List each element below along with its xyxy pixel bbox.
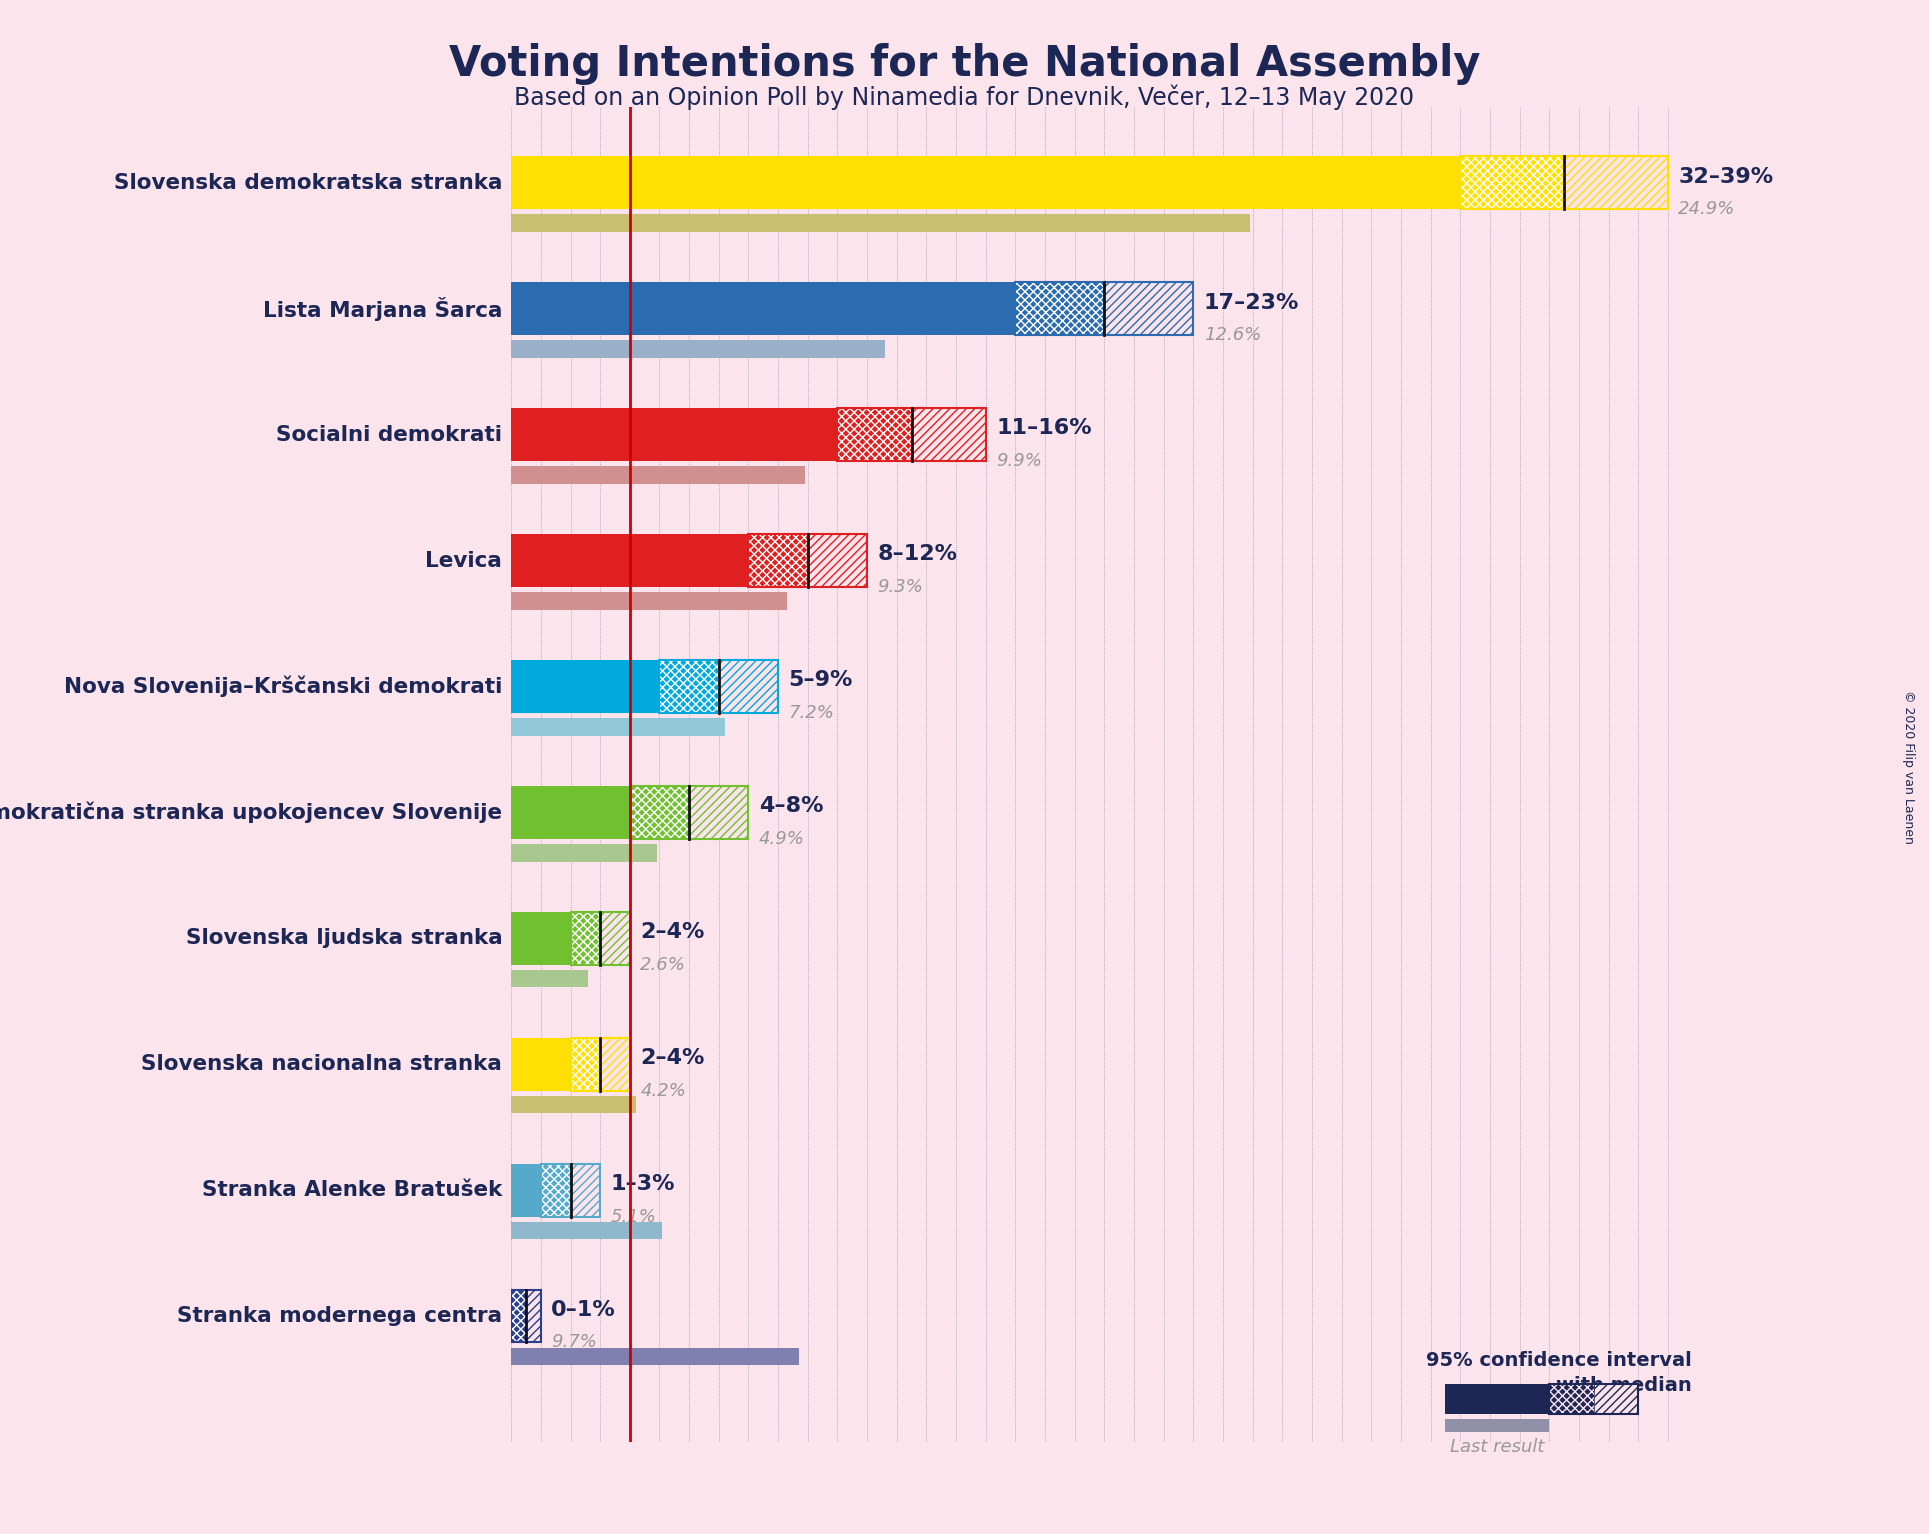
- Bar: [571, 911, 600, 965]
- Bar: [629, 785, 689, 839]
- Text: Levica: Levica: [426, 551, 502, 571]
- Text: © 2020 Filip van Laenen: © 2020 Filip van Laenen: [1902, 690, 1915, 844]
- Text: 12.6%: 12.6%: [1204, 327, 1262, 344]
- Text: Based on an Opinion Poll by Ninamedia for Dnevnik, Večer, 12–13 May 2020: Based on an Opinion Poll by Ninamedia fo…: [515, 84, 1414, 110]
- Text: Slovenska nacionalna stranka: Slovenska nacionalna stranka: [141, 1054, 502, 1074]
- Bar: [1445, 1384, 1549, 1414]
- Text: Nova Slovenija–Krščanski demokrati: Nova Slovenija–Krščanski demokrati: [64, 676, 502, 698]
- Text: 5–9%: 5–9%: [789, 670, 853, 690]
- Bar: [511, 911, 571, 965]
- Text: 0–1%: 0–1%: [552, 1299, 615, 1319]
- Bar: [600, 911, 629, 965]
- Bar: [1015, 282, 1103, 336]
- Bar: [511, 969, 588, 988]
- Bar: [527, 1290, 540, 1342]
- Bar: [511, 534, 748, 588]
- Bar: [511, 1347, 799, 1365]
- Bar: [511, 408, 837, 462]
- Bar: [511, 592, 787, 609]
- Text: Socialni demokrati: Socialni demokrati: [276, 425, 502, 445]
- Text: Slovenska demokratska stranka: Slovenska demokratska stranka: [114, 173, 502, 193]
- Bar: [1445, 1419, 1549, 1431]
- Text: 11–16%: 11–16%: [995, 419, 1092, 439]
- Text: 9.3%: 9.3%: [878, 578, 924, 597]
- Text: 9.9%: 9.9%: [995, 453, 1042, 469]
- Text: 2–4%: 2–4%: [640, 922, 704, 942]
- Text: 9.7%: 9.7%: [552, 1333, 598, 1351]
- Text: Demokratična stranka upokojencev Slovenije: Demokratična stranka upokojencev Sloveni…: [0, 802, 502, 824]
- Bar: [912, 408, 986, 462]
- Text: 8–12%: 8–12%: [878, 545, 957, 565]
- Bar: [540, 1164, 571, 1216]
- Bar: [511, 466, 804, 483]
- Bar: [511, 785, 629, 839]
- Text: 95% confidence interval
with median: 95% confidence interval with median: [1426, 1351, 1692, 1396]
- Text: 24.9%: 24.9%: [1678, 201, 1736, 218]
- Bar: [511, 282, 1015, 336]
- Bar: [720, 660, 777, 713]
- Text: 4–8%: 4–8%: [758, 796, 824, 816]
- Bar: [511, 1290, 527, 1342]
- Bar: [1460, 156, 1564, 209]
- Text: 5.1%: 5.1%: [611, 1207, 656, 1226]
- Text: Slovenska ljudska stranka: Slovenska ljudska stranka: [185, 928, 502, 948]
- Bar: [511, 1164, 540, 1216]
- Bar: [511, 1221, 662, 1239]
- Text: 2–4%: 2–4%: [640, 1048, 704, 1068]
- Text: 17–23%: 17–23%: [1204, 293, 1298, 313]
- Text: Voting Intentions for the National Assembly: Voting Intentions for the National Assem…: [449, 43, 1480, 84]
- Bar: [511, 1039, 571, 1091]
- Bar: [511, 1095, 637, 1114]
- Text: Lista Marjana Šarca: Lista Marjana Šarca: [262, 296, 502, 321]
- Bar: [511, 844, 656, 862]
- Text: 2.6%: 2.6%: [640, 956, 687, 974]
- Bar: [571, 1164, 600, 1216]
- Bar: [511, 718, 725, 736]
- Text: Stranka Alenke Bratušek: Stranka Alenke Bratušek: [203, 1180, 502, 1200]
- Bar: [689, 785, 748, 839]
- Bar: [1593, 1384, 1638, 1414]
- Bar: [600, 1039, 629, 1091]
- Bar: [511, 660, 660, 713]
- Text: 4.9%: 4.9%: [758, 830, 804, 848]
- Bar: [1103, 282, 1194, 336]
- Bar: [837, 408, 912, 462]
- Bar: [660, 660, 720, 713]
- Bar: [511, 341, 885, 357]
- Bar: [1564, 156, 1669, 209]
- Bar: [511, 215, 1250, 232]
- Bar: [511, 156, 1460, 209]
- Text: 4.2%: 4.2%: [640, 1081, 687, 1100]
- Bar: [748, 534, 808, 588]
- Bar: [571, 1039, 600, 1091]
- Text: 32–39%: 32–39%: [1678, 167, 1773, 187]
- Text: 1–3%: 1–3%: [611, 1174, 675, 1193]
- Text: Last result: Last result: [1451, 1439, 1545, 1456]
- Bar: [1549, 1384, 1593, 1414]
- Text: Stranka modernega centra: Stranka modernega centra: [177, 1305, 502, 1325]
- Text: 7.2%: 7.2%: [789, 704, 835, 723]
- Bar: [808, 534, 866, 588]
